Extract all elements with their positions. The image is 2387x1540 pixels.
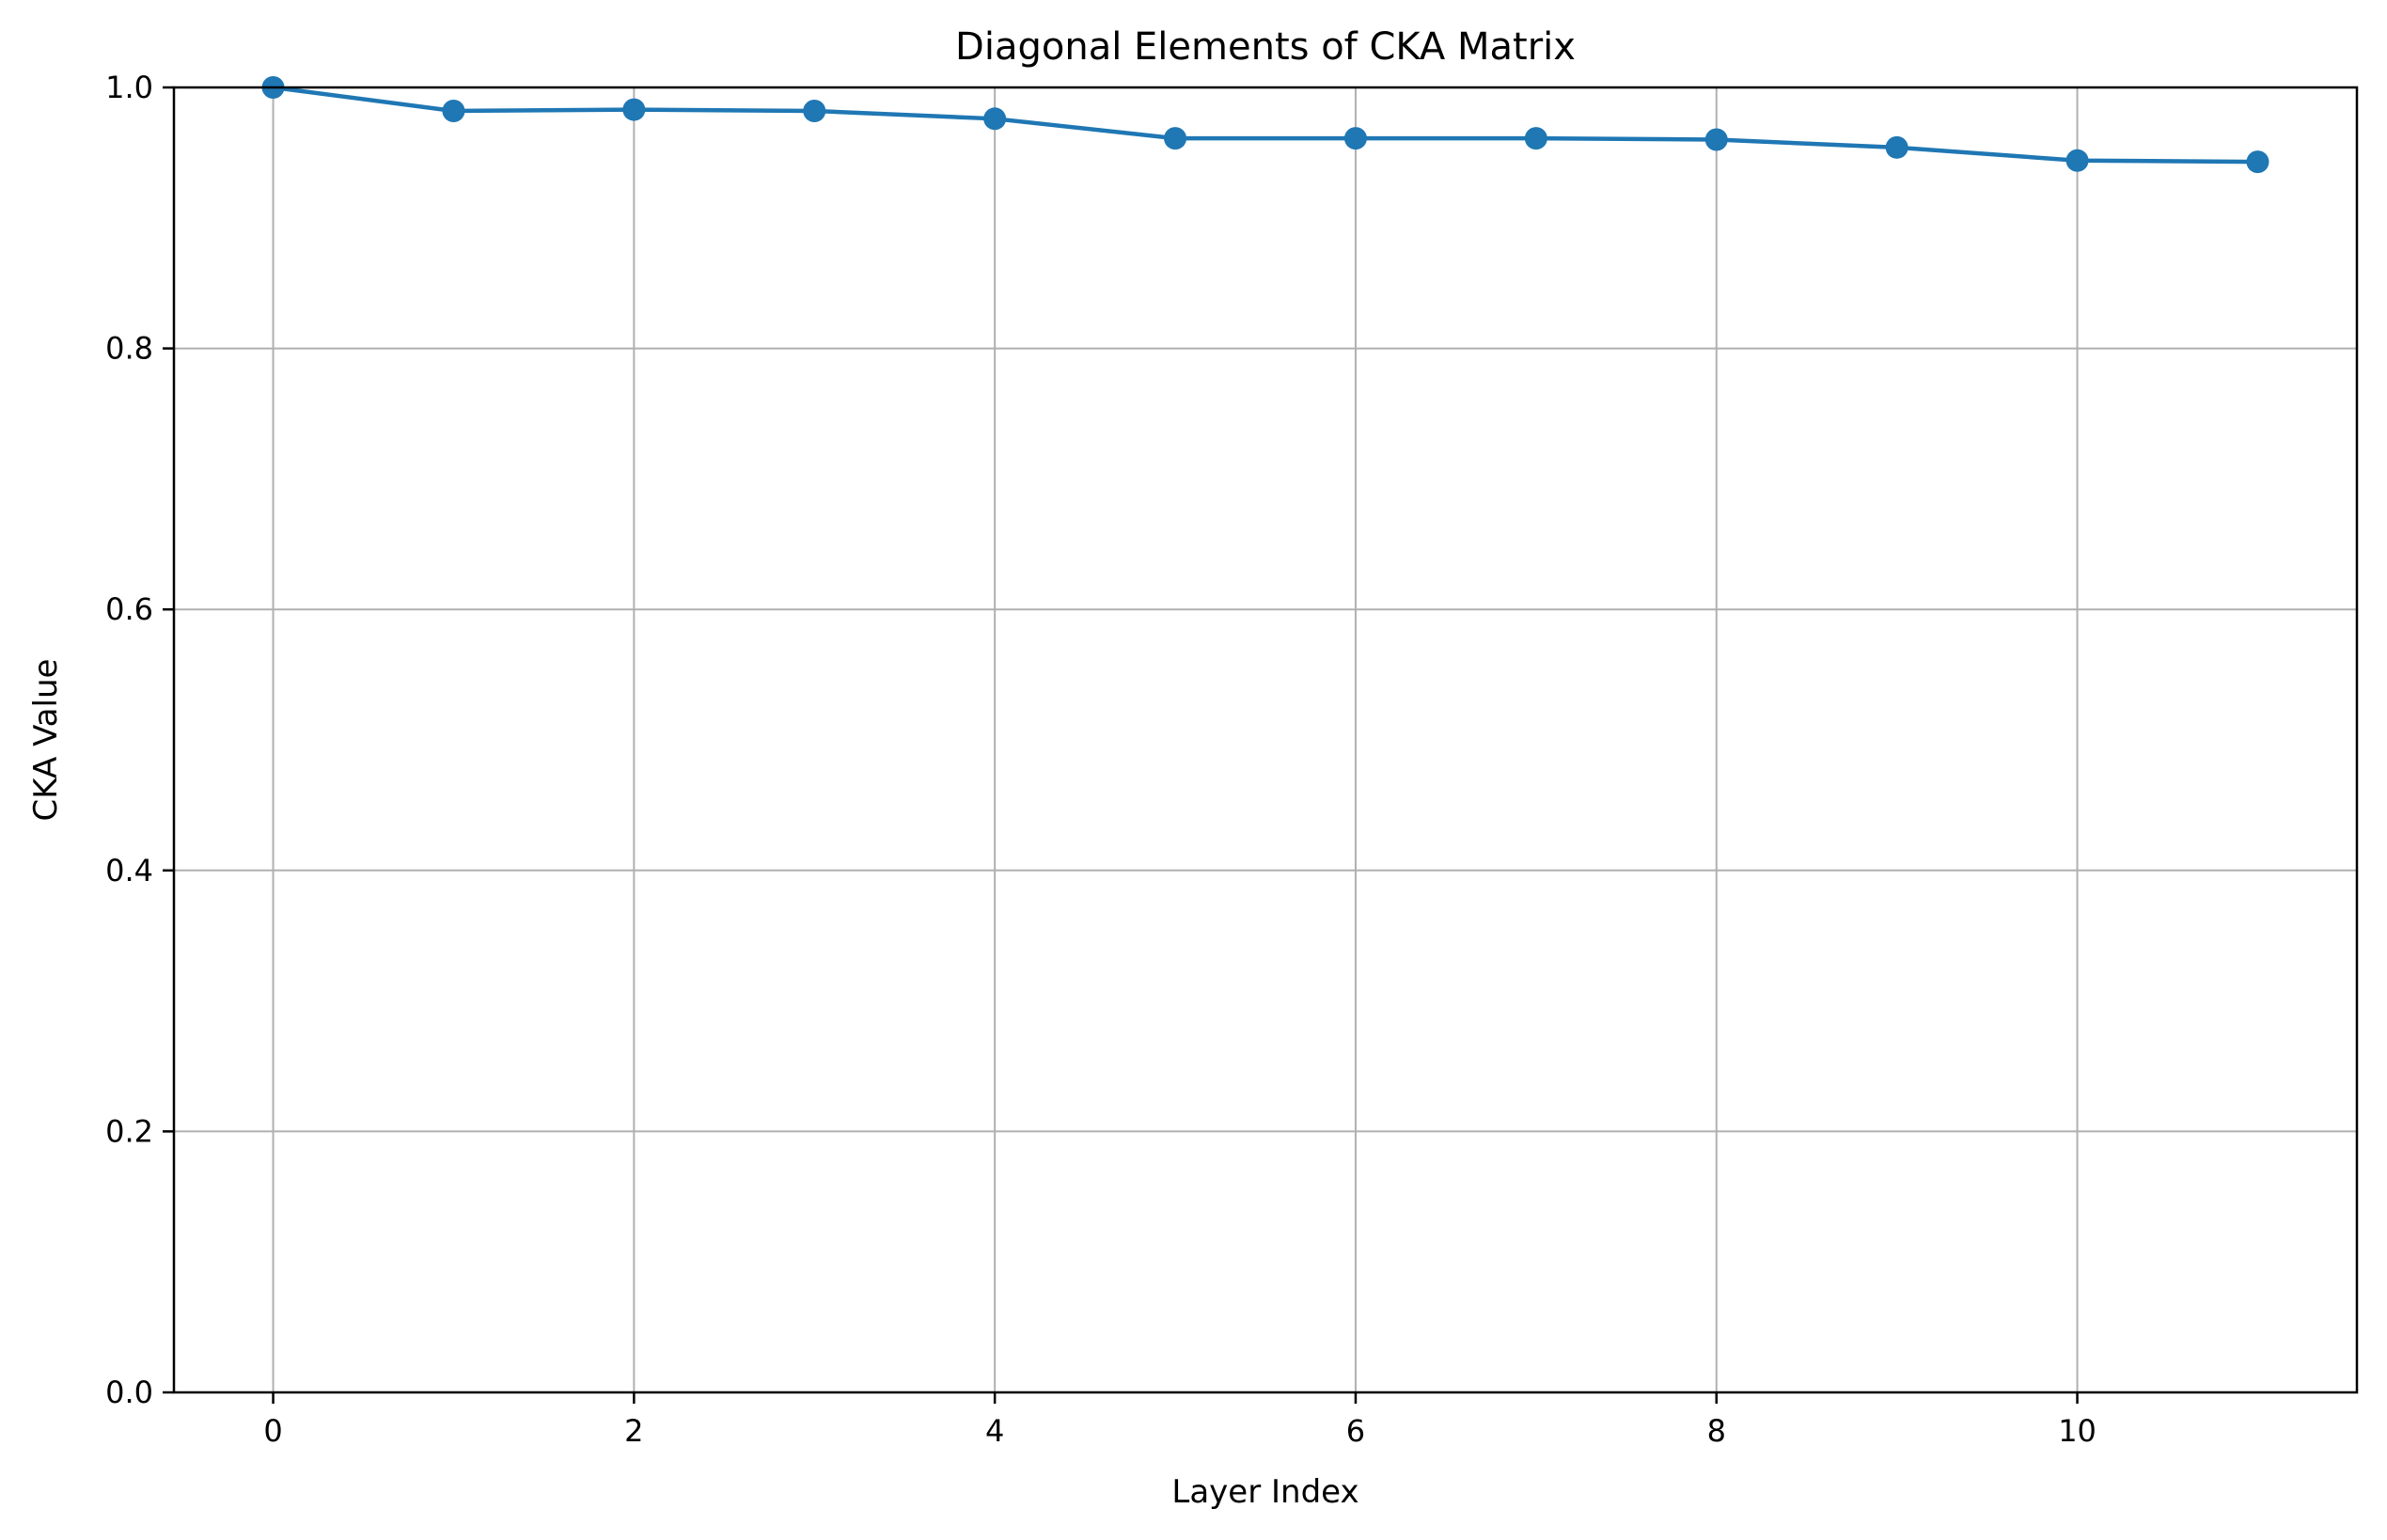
data-point: [1164, 127, 1187, 150]
data-point: [622, 98, 646, 121]
x-tick-label: 6: [1346, 1413, 1365, 1449]
y-tick-label: 0.2: [105, 1113, 153, 1149]
data-point: [983, 107, 1007, 131]
y-tick-label: 1.0: [105, 70, 153, 105]
data-point: [2246, 150, 2269, 174]
y-axis-label: CKA Value: [27, 659, 65, 822]
data-point: [442, 99, 465, 122]
y-axis-ticks: 0.0 0.2 0.4 0.6 0.8 1.0: [105, 70, 174, 1410]
data-point: [1704, 128, 1728, 151]
x-tick-label: 4: [985, 1413, 1004, 1449]
data-point: [1524, 127, 1547, 150]
data-point: [2065, 149, 2089, 172]
x-tick-label: 10: [2058, 1413, 2096, 1449]
x-tick-label: 8: [1707, 1413, 1726, 1449]
x-axis-ticks: 0 2 4 6 8 10: [263, 1392, 2096, 1449]
x-axis-label: Layer Index: [1171, 1473, 1358, 1511]
data-point: [1885, 135, 1908, 159]
x-tick-label: 0: [263, 1413, 282, 1449]
y-tick-label: 0.6: [105, 591, 153, 627]
chart-title: Diagonal Elements of CKA Matrix: [955, 25, 1576, 69]
y-tick-label: 0.0: [105, 1375, 153, 1410]
data-point: [1343, 127, 1367, 150]
y-tick-label: 0.8: [105, 331, 153, 367]
series-cka-diagonal: [261, 76, 2269, 174]
y-tick-label: 0.4: [105, 853, 153, 888]
plot-frame: [172, 86, 2359, 1394]
data-point: [803, 99, 826, 122]
grid-lines: [174, 86, 2357, 1393]
x-tick-label: 2: [624, 1413, 643, 1449]
series-line: [273, 85, 2258, 165]
